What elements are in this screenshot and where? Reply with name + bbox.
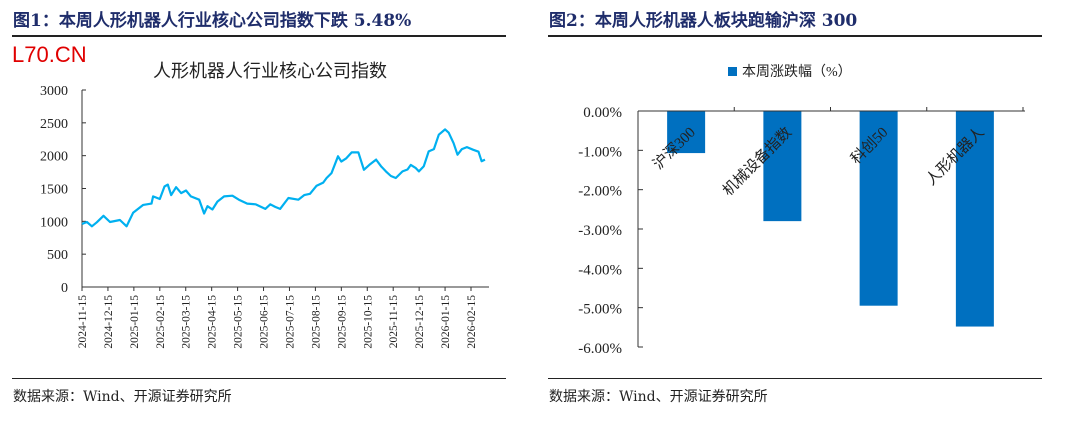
y-tick-label: -5.00% xyxy=(578,302,622,318)
figure1-caption-divider xyxy=(12,35,506,37)
x-tick-label: 2025-06-15 xyxy=(259,295,271,349)
y-tick-label: 500 xyxy=(47,248,68,263)
index-line xyxy=(81,128,486,228)
x-tick-label: 2026-01-15 xyxy=(440,295,452,349)
bar xyxy=(955,111,994,327)
figure1-caption: 图1：本周人形机器人行业核心公司指数下跌 5.48% xyxy=(13,11,412,31)
y-tick-label: 1000 xyxy=(40,215,68,230)
x-tick-label: 2024-11-15 xyxy=(77,295,89,348)
x-tick-label: 2025-04-15 xyxy=(207,295,219,349)
y-tick-label: 1500 xyxy=(40,183,68,198)
x-tick-label: 2025-08-15 xyxy=(310,295,322,349)
bar xyxy=(859,111,898,306)
x-tick-label: 2026-02-15 xyxy=(466,295,478,349)
y-tick-label: -2.00% xyxy=(578,184,622,200)
x-tick-label: 2025-11-15 xyxy=(388,295,400,348)
bar-chart-weekly-change: 本周涨跌幅（%） 0.00% -1.00% -2.00% -3.00% -4.00% -5.… xyxy=(578,64,1025,357)
y-tick-label: 3000 xyxy=(40,84,68,99)
figure2-caption: 图2：本周人形机器人板块跑输沪深 300 xyxy=(549,11,858,31)
figure2-footer-divider xyxy=(548,378,1042,379)
legend-swatch xyxy=(728,67,737,76)
x-tick-label: 2025-09-15 xyxy=(336,295,348,349)
figure1-footer-divider xyxy=(12,378,506,379)
x-tick-label: 2025-01-15 xyxy=(129,295,141,349)
x-tick-label: 2024-12-15 xyxy=(103,295,115,349)
y-tick-label: 2500 xyxy=(40,117,68,132)
watermark: L70.CN xyxy=(12,42,87,67)
figure1-source: 数据来源：Wind、开源证券研究所 xyxy=(13,389,232,405)
x-tick-label: 2025-03-15 xyxy=(181,295,193,349)
y-tick-label: -3.00% xyxy=(578,223,622,239)
line-chart-index: 人形机器人行业核心公司指数 0 500 1000 1500 2000 2500 3000 202… xyxy=(40,61,489,349)
y-tick-label: 2000 xyxy=(40,150,68,165)
x-tick-label: 2025-10-15 xyxy=(362,295,374,349)
bar xyxy=(763,111,802,222)
y-tick-label: -6.00% xyxy=(578,341,622,357)
y-tick-label: 0.00% xyxy=(583,105,622,121)
bar xyxy=(667,111,706,154)
x-tick-label: 2025-07-15 xyxy=(284,295,296,349)
figure2-caption-divider xyxy=(548,35,1042,37)
y-tick-label: 0 xyxy=(61,281,68,296)
y-tick-label: -1.00% xyxy=(578,144,622,160)
y-tick-label: -4.00% xyxy=(578,262,622,278)
x-tick-label: 2025-12-15 xyxy=(414,295,426,349)
figure2-source: 数据来源：Wind、开源证券研究所 xyxy=(549,389,768,405)
x-tick-label: 2025-02-15 xyxy=(155,295,167,349)
chart-title: 人形机器人行业核心公司指数 xyxy=(153,61,387,81)
x-tick-label: 2025-05-15 xyxy=(233,295,245,349)
legend-label: 本周涨跌幅（%） xyxy=(742,64,852,80)
